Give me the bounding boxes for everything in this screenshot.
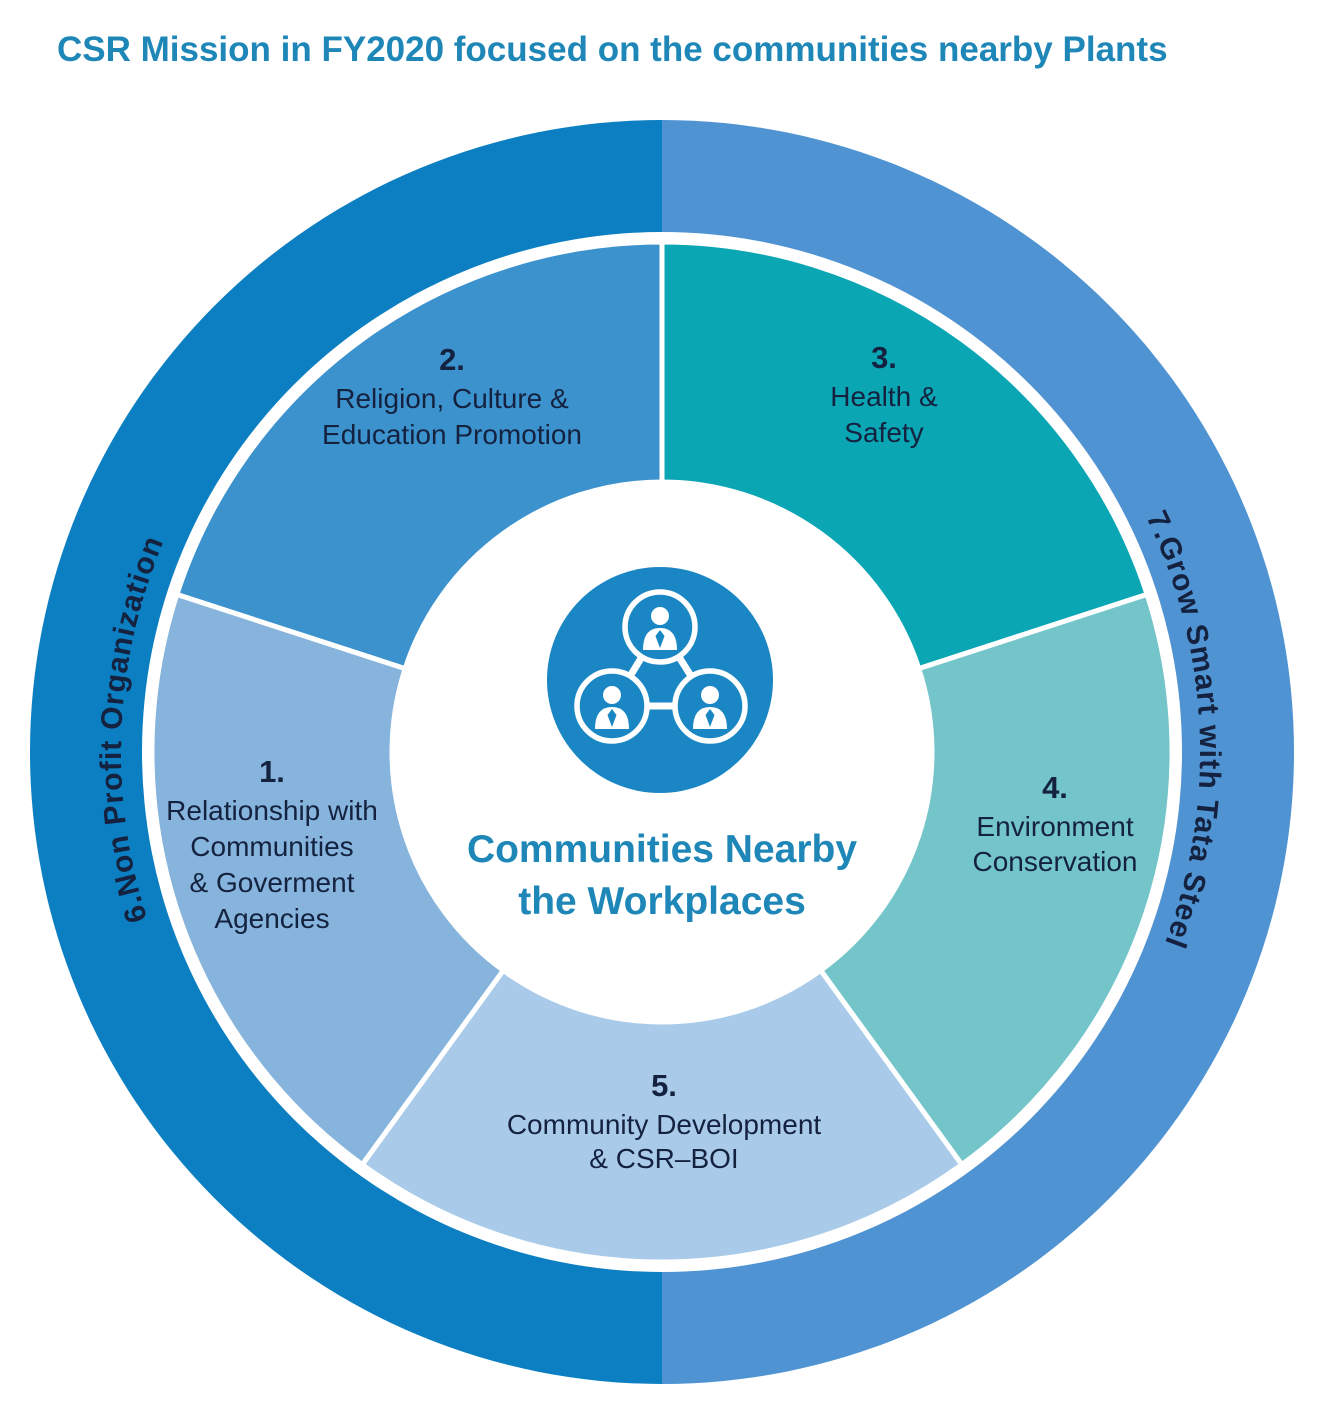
segment-3-line: Safety <box>844 417 923 448</box>
center-label-line2: the Workplaces <box>518 880 806 923</box>
segment-2-number: 2. <box>439 342 465 377</box>
segment-4-wedge <box>817 591 1175 1169</box>
segment-3-wedge <box>659 239 1151 672</box>
team-network-icon <box>547 567 773 793</box>
segment-4-label: 4. Environment Conservation <box>973 770 1138 877</box>
segment-4-line: Environment <box>976 811 1133 842</box>
segment-5-line: & CSR–BOI <box>589 1143 738 1174</box>
segment-1-number: 1. <box>259 754 285 789</box>
segment-1-line: & Goverment <box>190 867 355 898</box>
segment-1-line: Relationship with <box>166 795 378 826</box>
segment-2-wedge <box>173 239 665 672</box>
segment-3-line: Health & <box>830 381 938 412</box>
segment-4-line: Conservation <box>973 846 1138 877</box>
segment-5-line: Community Development <box>507 1109 822 1140</box>
segment-5-number: 5. <box>651 1068 677 1103</box>
page-title: CSR Mission in FY2020 focused on the com… <box>57 30 1168 69</box>
segment-1-wedge <box>149 591 507 1169</box>
person-icon <box>625 592 695 662</box>
segment-5-wedge <box>358 966 966 1265</box>
segment-3-number: 3. <box>871 340 897 375</box>
center-label-line1: Communities Nearby <box>467 828 857 871</box>
segment-5-label: 5. Community Development & CSR–BOI <box>507 1068 822 1174</box>
segment-4-number: 4. <box>1042 770 1068 805</box>
person-icon <box>577 671 647 741</box>
segment-2-label: 2. Religion, Culture & Education Promoti… <box>322 342 582 450</box>
segment-1-line: Agencies <box>214 903 329 934</box>
person-icon <box>675 671 745 741</box>
segment-2-line: Education Promotion <box>322 419 582 450</box>
segment-2-line: Religion, Culture & <box>335 383 569 414</box>
segment-1-line: Communities <box>190 831 353 862</box>
segment-1-label: 1. Relationship with Communities & Gover… <box>166 754 378 934</box>
segment-3-label: 3. Health & Safety <box>830 340 938 448</box>
